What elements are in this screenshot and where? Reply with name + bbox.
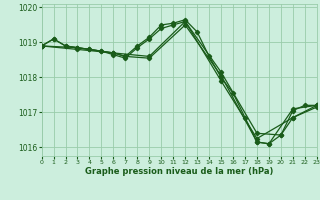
X-axis label: Graphe pression niveau de la mer (hPa): Graphe pression niveau de la mer (hPa): [85, 167, 273, 176]
